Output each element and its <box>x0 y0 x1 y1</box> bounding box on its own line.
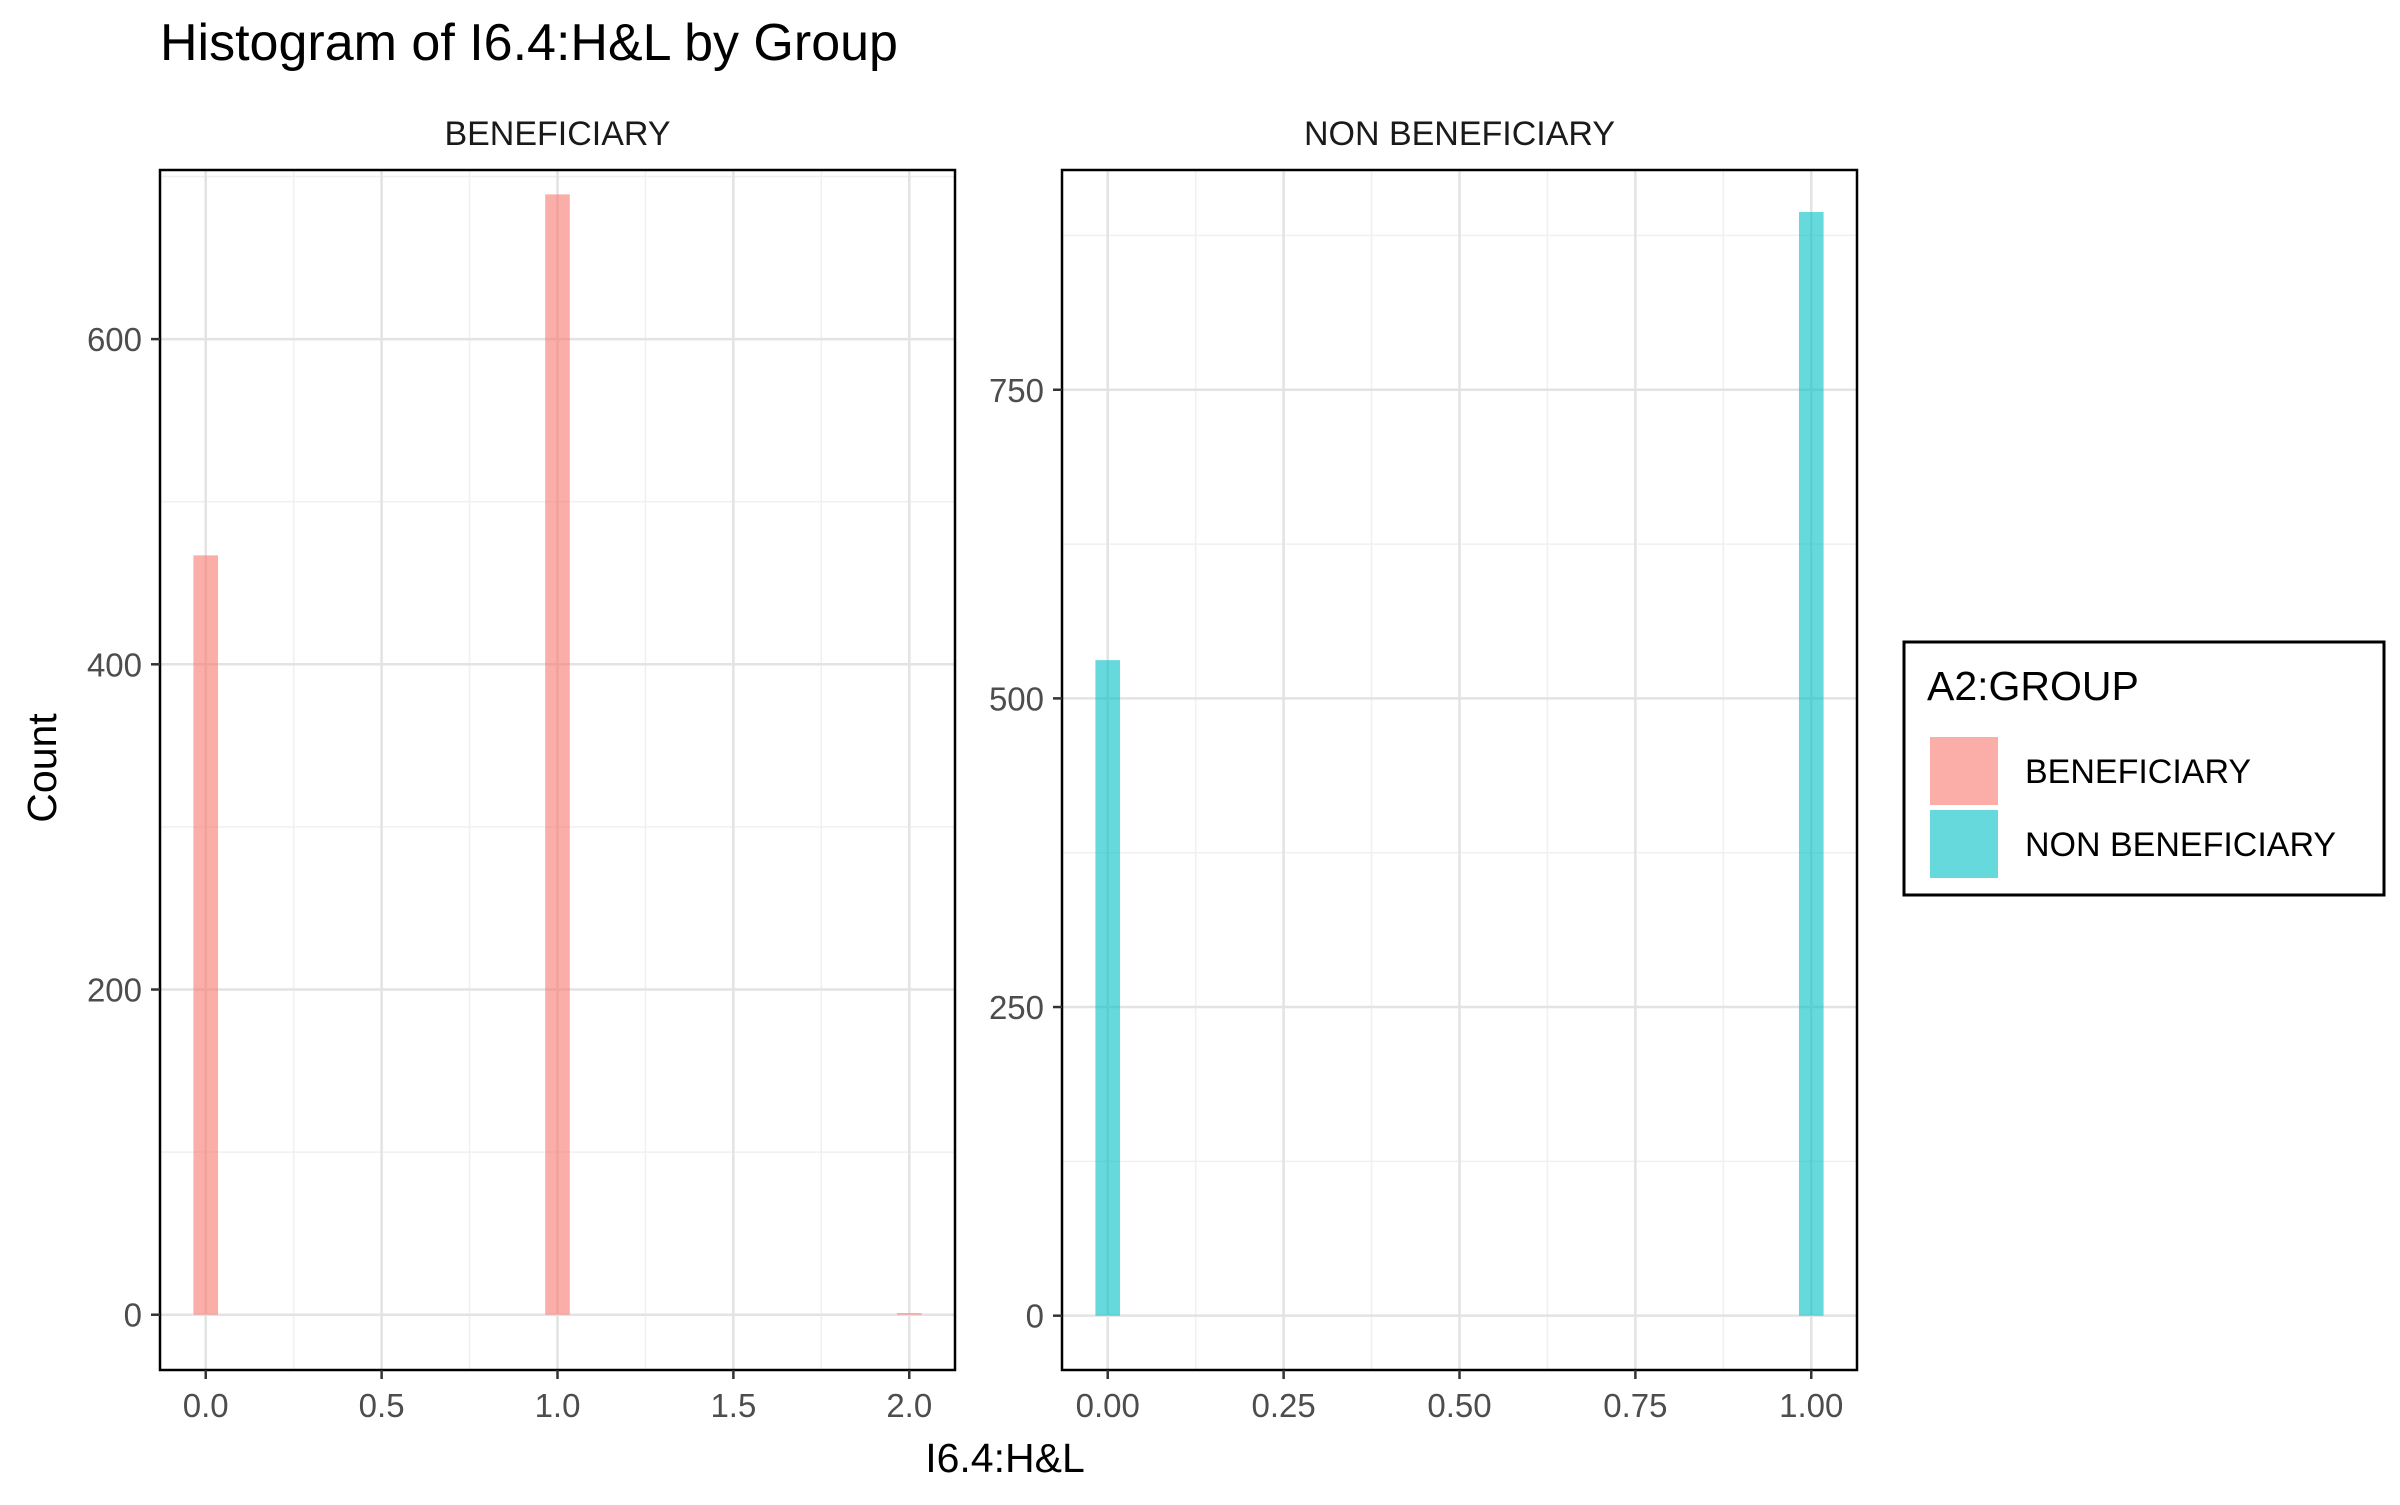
chart-title: Histogram of I6.4:H&L by Group <box>160 14 898 72</box>
legend-swatch <box>1930 810 1998 878</box>
x-tick-label: 0.0 <box>183 1387 229 1424</box>
y-tick-label: 400 <box>87 646 142 683</box>
legend: A2:GROUP BENEFICIARY NON BENEFICIARY <box>1902 640 2386 897</box>
y-tick-label: 0 <box>124 1297 142 1334</box>
histogram-bar <box>1095 660 1121 1316</box>
y-axis-title: Count <box>19 713 65 823</box>
x-tick-label: 0.50 <box>1427 1387 1491 1424</box>
y-tick-label: 600 <box>87 321 142 358</box>
histogram-bar <box>193 555 219 1315</box>
histogram-bar <box>1798 211 1824 1316</box>
x-tick-label: 1.0 <box>535 1387 581 1424</box>
x-tick-label: 0.25 <box>1251 1387 1315 1424</box>
x-tick-label: 1.5 <box>710 1387 756 1424</box>
legend-label: BENEFICIARY <box>2025 753 2251 791</box>
x-tick-label: 2.0 <box>886 1387 932 1424</box>
x-tick-label: 0.00 <box>1076 1387 1140 1424</box>
legend-label: NON BENEFICIARY <box>2025 826 2336 864</box>
histogram-bar <box>896 1313 922 1315</box>
x-tick-label: 1.00 <box>1779 1387 1843 1424</box>
y-tick-label: 750 <box>989 372 1044 409</box>
x-axis-title: I6.4:H&L <box>925 1435 1085 1481</box>
facet-strip-label: BENEFICIARY <box>444 115 670 153</box>
legend-swatch <box>1930 737 1998 805</box>
facet-strip-label: NON BENEFICIARY <box>1304 115 1615 153</box>
y-tick-label: 250 <box>989 989 1044 1026</box>
x-tick-label: 0.75 <box>1603 1387 1667 1424</box>
y-tick-label: 0 <box>1026 1298 1044 1335</box>
facet-panels: BENEFICIARY 0.0 0.5 1.0 1.5 2.0 0 200 400 600 NON … <box>87 115 1859 1424</box>
y-tick-label: 500 <box>989 680 1044 717</box>
facet-panel-2: NON BENEFICIARY 0.00 0.25 0.50 0.75 1.00 0 250 5… <box>989 115 1859 1424</box>
legend-title: A2:GROUP <box>1927 663 2139 709</box>
y-tick-label: 200 <box>87 972 142 1009</box>
x-tick-label: 0.5 <box>359 1387 405 1424</box>
facet-panel-1: BENEFICIARY 0.0 0.5 1.0 1.5 2.0 0 200 400 600 <box>87 115 957 1424</box>
histogram-bar <box>545 194 570 1315</box>
